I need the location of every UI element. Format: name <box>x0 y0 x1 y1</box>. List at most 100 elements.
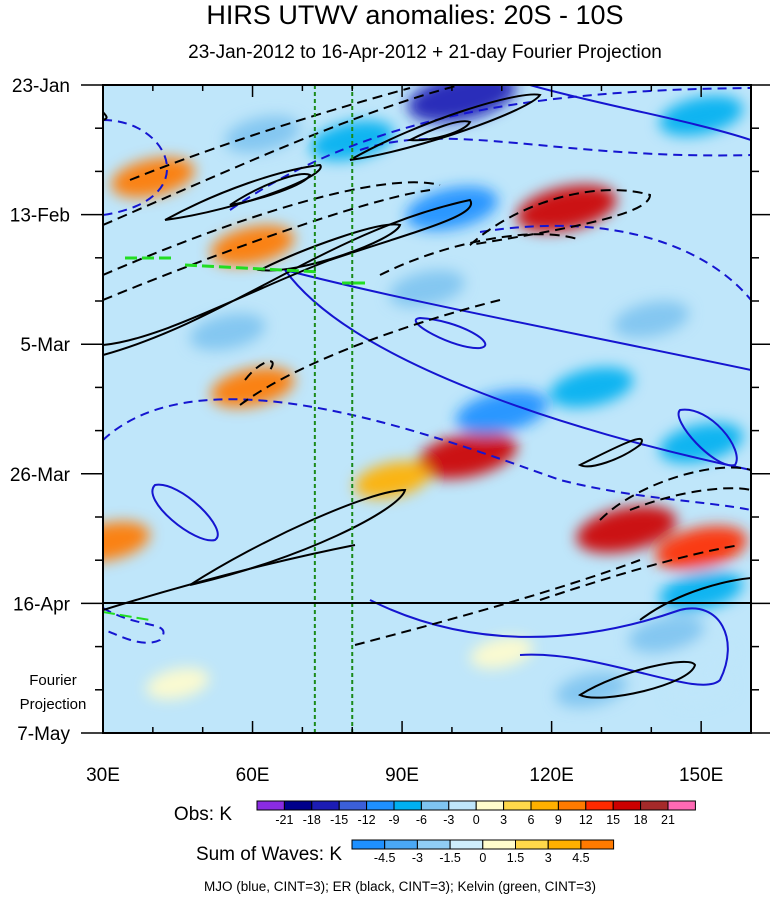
er-contour <box>103 85 461 226</box>
colorbar-swatch <box>256 800 285 811</box>
colorbar-swatch <box>393 800 422 811</box>
er-contour <box>349 93 542 161</box>
colorbar-swatch <box>547 839 582 850</box>
mjo-contour <box>229 87 751 211</box>
anomaly-feature <box>103 521 150 562</box>
kelvin-contour <box>184 263 321 274</box>
anomaly-feature <box>189 313 266 351</box>
x-axis: 30E 60E 90E 120E 150E <box>86 85 752 786</box>
colorbar-swatch <box>580 839 615 850</box>
colorbar-swatch <box>503 800 532 811</box>
anomaly-feature <box>516 184 617 232</box>
mjo-contour <box>151 483 219 542</box>
anomaly-feature <box>110 157 195 198</box>
x-tick-label: 120E <box>529 765 573 786</box>
kelvin-contour <box>103 611 151 621</box>
colorbar-tick-label: -4.5 <box>374 851 396 865</box>
colorbar-tick-label: -12 <box>358 813 376 827</box>
x-tick-label: 90E <box>385 765 419 786</box>
colorbar-swatch <box>612 800 642 811</box>
colorbar-tick-label: -3 <box>412 851 423 865</box>
er-contour <box>103 189 431 301</box>
y-tick-label: 16-Apr <box>13 594 71 615</box>
colorbar-swatch <box>449 839 484 850</box>
y-tick-label: 13-Feb <box>10 206 70 227</box>
anomaly-feature <box>628 615 704 653</box>
colorbar-tick-label: 4.5 <box>572 851 589 865</box>
er-contour <box>244 360 274 381</box>
anomaly-feature <box>146 667 210 700</box>
anomaly-feature <box>407 85 517 123</box>
colorbar-swatch <box>448 800 477 811</box>
waves-colorbar-label: Sum of Waves: K <box>196 844 342 865</box>
anomaly-feature <box>389 270 465 308</box>
colorbar-tick-label: 3 <box>545 851 552 865</box>
colorbar-tick-label: 9 <box>555 813 562 827</box>
colorbar-swatch <box>366 800 395 811</box>
er-contour <box>406 120 472 142</box>
er-contour <box>577 437 643 468</box>
colorbar-tick-label: -6 <box>416 813 427 827</box>
mjo-contour <box>103 607 165 644</box>
colorbar-tick-label: 3 <box>500 813 507 827</box>
colorbar-tick-label: 21 <box>661 813 675 827</box>
colorbar-tick-label: -9 <box>388 813 399 827</box>
colorbar-tick-label: 1.5 <box>507 851 524 865</box>
chart-subtitle: 23-Jan-2012 to 16-Apr-2012 + 21-day Four… <box>188 42 662 63</box>
anomaly-feature <box>354 461 430 499</box>
anomaly-feature <box>613 301 690 338</box>
er-contour <box>189 488 407 586</box>
y-axis: 23-Jan 13-Feb 5-Mar 26-Mar 16-Apr 7-May <box>10 76 770 745</box>
colorbar-tick-label: 18 <box>634 813 648 827</box>
colorbar-tick-label: -3 <box>443 813 454 827</box>
y-tick-label: 23-Jan <box>12 76 70 97</box>
colorbar-tick-label: 0 <box>473 813 480 827</box>
colorbar-swatch <box>351 839 386 850</box>
er-contour <box>539 544 741 601</box>
colorbar-swatch <box>283 800 313 811</box>
x-tick-label: 150E <box>679 765 723 786</box>
mjo-contour <box>103 119 168 216</box>
mjo-contour <box>284 269 751 371</box>
plot-frame <box>102 84 752 734</box>
mjo-contour <box>414 316 487 350</box>
colorbar-swatch <box>420 800 450 811</box>
colorbar-tick-label: 6 <box>528 813 535 827</box>
colorbar-swatch <box>384 839 418 850</box>
er-contour <box>103 544 356 611</box>
mjo-contour <box>359 137 751 157</box>
colorbar-swatch <box>530 800 559 811</box>
er-contour <box>239 299 501 406</box>
chart-title: HIRS UTWV anomalies: 20S - 10S <box>206 0 623 30</box>
waves-colorbar: -4.5 -3 -1.5 0 1.5 3 4.5 <box>351 839 615 865</box>
y-tick-label: 5-Mar <box>20 335 70 356</box>
anomaly-feature <box>667 642 735 676</box>
anomaly-feature <box>549 367 634 408</box>
er-contour <box>256 223 402 272</box>
er-contour <box>599 466 751 521</box>
colorbar-swatch <box>640 800 669 811</box>
colorbar-swatch <box>585 800 614 811</box>
colorbar-tick-label: -21 <box>275 813 293 827</box>
colorbar-tick-label: 15 <box>606 813 620 827</box>
projection-label-line2: Projection <box>20 696 87 713</box>
colorbar-tick-label: -1.5 <box>439 851 461 865</box>
colorbar-swatch <box>416 839 451 850</box>
anomaly-feature <box>405 186 498 231</box>
colorbar-swatch <box>515 839 549 850</box>
projection-label-line1: Fourier <box>29 672 77 689</box>
colorbar-swatch <box>338 800 368 811</box>
er-contour <box>629 487 751 511</box>
mjo-contour <box>284 269 751 471</box>
obs-colorbar-label: Obs: K <box>174 804 232 825</box>
x-tick-label: 30E <box>86 765 120 786</box>
y-tick-label: 7-May <box>17 724 70 745</box>
er-contour <box>103 181 441 276</box>
colorbar-swatch <box>557 800 587 811</box>
obs-colorbar: -21 -18 -15 -12 -9 -6 -3 0 3 6 9 12 15 18 21 <box>256 800 696 827</box>
mjo-contour <box>677 408 738 467</box>
mjo-contour <box>369 599 729 686</box>
colorbar-swatch <box>311 800 340 811</box>
er-contour <box>379 233 581 276</box>
